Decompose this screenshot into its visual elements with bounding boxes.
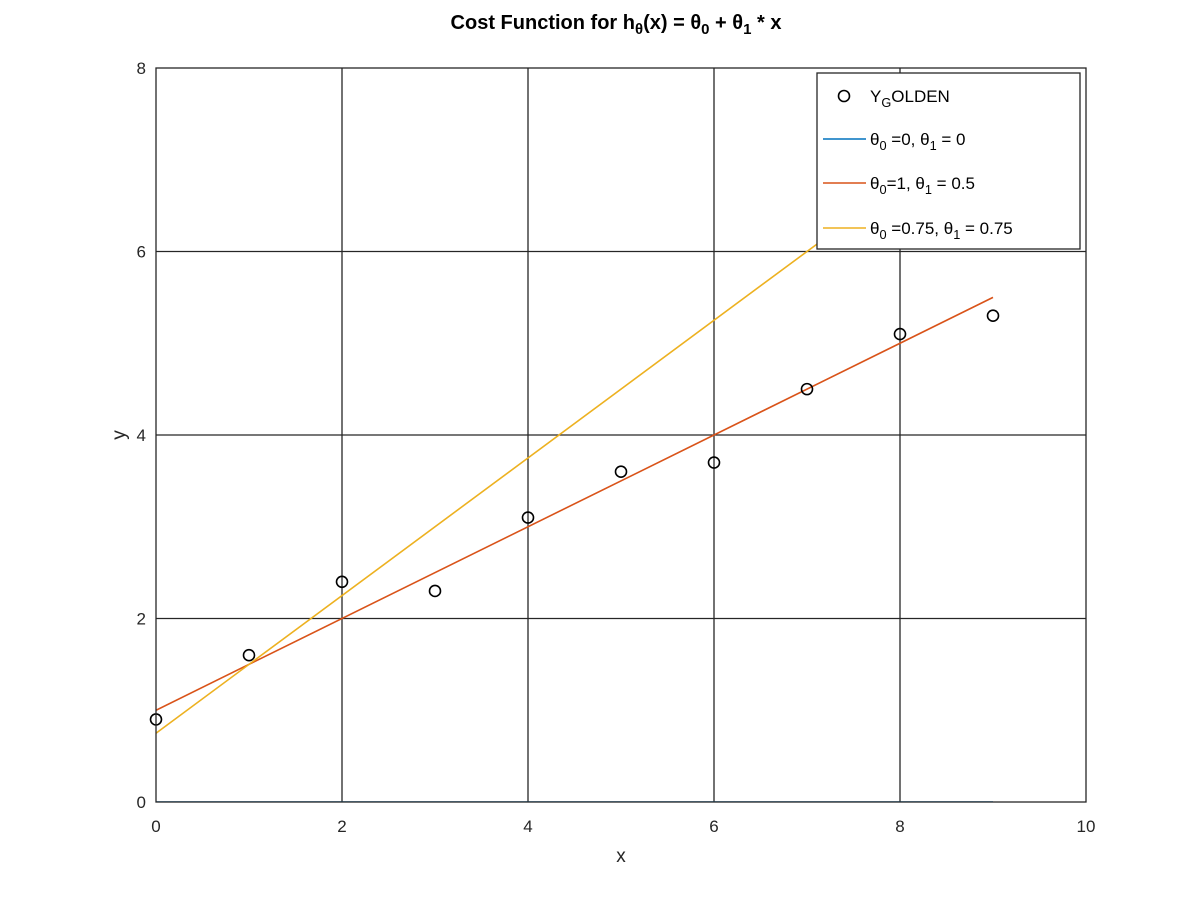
label-text: = 0 xyxy=(937,130,966,149)
y-tick-label: 8 xyxy=(137,59,146,78)
label-text: =1, θ xyxy=(887,174,925,193)
legend-box xyxy=(816,72,1081,250)
x-tick-label: 10 xyxy=(1077,817,1096,836)
subscript-text: 1 xyxy=(930,138,937,153)
label-text: (x) = θ xyxy=(643,12,701,34)
scatter-point xyxy=(893,327,907,341)
legend-marker-scatter xyxy=(837,89,851,103)
x-tick-label: 8 xyxy=(895,817,904,836)
y-tick-labels: 0 2 4 6 8 xyxy=(137,59,146,812)
label-text: = 0.75 xyxy=(960,219,1012,238)
subscript-text: θ xyxy=(635,21,643,38)
subscript-text: 1 xyxy=(743,21,751,38)
x-tick-label: 0 xyxy=(151,817,160,836)
scatter-point xyxy=(986,309,1000,323)
scatter-point xyxy=(521,511,535,524)
y-axis-label: y xyxy=(109,430,130,440)
scatter-point xyxy=(242,648,256,662)
label-text: Y xyxy=(870,87,881,106)
label-text: θ xyxy=(870,174,879,193)
scatter-point xyxy=(428,584,442,598)
label-text: =0, θ xyxy=(887,130,930,149)
label-text: * x xyxy=(751,12,781,34)
label-text: θ xyxy=(870,130,879,149)
scatter-point xyxy=(614,465,628,479)
x-tick-label: 4 xyxy=(523,817,532,836)
y-tick-label: 2 xyxy=(137,610,146,629)
series-line-1 xyxy=(156,296,994,711)
subscript-text: 0 xyxy=(879,227,886,242)
x-tick-label: 2 xyxy=(337,817,346,836)
subscript-text: 1 xyxy=(953,227,960,242)
scatter-point xyxy=(800,382,814,396)
label-text: OLDEN xyxy=(891,87,950,106)
label-text: + θ xyxy=(709,12,743,34)
legend-label-scatter: YGOLDEN xyxy=(870,87,950,110)
subscript-text: 0 xyxy=(701,21,709,38)
y-tick-label: 4 xyxy=(137,426,146,445)
subscript-text: 1 xyxy=(925,182,932,197)
subscript-text: 0 xyxy=(879,138,886,153)
x-tick-labels: 0 2 4 6 8 10 xyxy=(151,817,1095,836)
y-tick-label: 0 xyxy=(137,793,146,812)
x-axis-label: x xyxy=(616,846,626,867)
legend-label-2: θ0 =0.75, θ1 = 0.75 xyxy=(870,219,1013,242)
y-tick-label: 6 xyxy=(137,243,146,262)
legend-label-0: θ0 =0, θ1 = 0 xyxy=(870,130,966,153)
label-text: Cost Function for h xyxy=(451,12,635,34)
plot-frame xyxy=(155,67,1087,803)
scatter-point xyxy=(335,575,349,589)
label-text: =0.75, θ xyxy=(887,219,954,238)
scatter-point xyxy=(707,456,721,469)
chart-title: Cost Function for hθ(x) = θ0 + θ1 * x xyxy=(451,12,782,38)
legend-label-1: θ0=1, θ1 = 0.5 xyxy=(870,174,975,197)
x-tick-label: 6 xyxy=(709,817,718,836)
label-text: = 0.5 xyxy=(932,174,975,193)
label-text: θ xyxy=(870,219,879,238)
subscript-text: G xyxy=(881,95,891,110)
subscript-text: 0 xyxy=(879,182,886,197)
